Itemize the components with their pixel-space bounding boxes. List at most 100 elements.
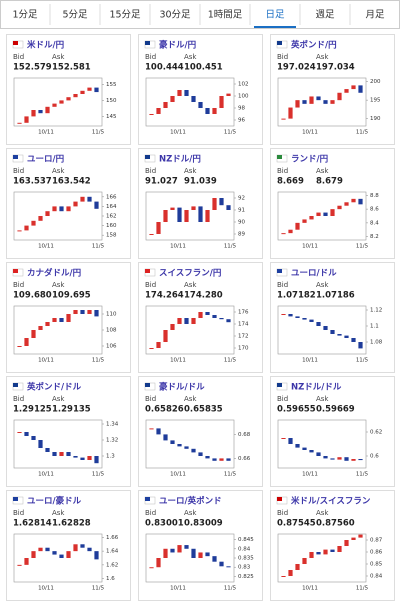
x-label: 11/5 <box>224 130 237 136</box>
bid-value: 152.579 <box>13 63 52 73</box>
x-label: 10/11 <box>302 472 318 478</box>
chart-frame <box>13 419 103 469</box>
y-tick-label: 8.4 <box>370 220 379 226</box>
candle <box>87 310 92 314</box>
pair-title[interactable]: ユーロ/豪ドル <box>27 496 82 507</box>
candle <box>163 548 168 558</box>
candle <box>351 85 356 90</box>
ask-value: 91.039 <box>184 177 217 187</box>
ask-label: Ask <box>52 281 65 289</box>
candle <box>295 444 300 448</box>
ask-value: 8.679 <box>316 177 343 187</box>
candle <box>295 316 300 318</box>
y-tick-label: 100 <box>238 94 249 100</box>
candle <box>45 106 50 114</box>
candle <box>31 110 36 117</box>
candle <box>17 122 22 124</box>
ask-label: Ask <box>316 281 329 289</box>
bid-value: 109.680 <box>13 291 52 301</box>
candle <box>94 87 99 93</box>
candle <box>226 566 231 568</box>
candle <box>351 338 356 342</box>
candle <box>31 551 36 558</box>
candle <box>149 428 154 430</box>
ask-value: 197.034 <box>316 63 355 73</box>
x-label: 10/11 <box>170 244 186 250</box>
candle <box>87 547 92 552</box>
pair-title[interactable]: カナダドル/円 <box>27 268 81 279</box>
pair-title[interactable]: ユーロ/円 <box>27 155 64 165</box>
y-tick-label: 96 <box>238 118 245 124</box>
candle <box>344 335 349 338</box>
y-tick-label: 150 <box>106 98 117 104</box>
y-tick-label: 0.68 <box>238 432 251 438</box>
y-tick-label: 160 <box>106 223 117 229</box>
candle <box>330 330 335 334</box>
candle <box>281 576 286 577</box>
y-tick-label: 0.66 <box>238 456 251 462</box>
candle <box>212 315 217 318</box>
ask-value: 0.87560 <box>316 519 355 529</box>
y-tick-label: 0.62 <box>370 430 382 436</box>
tab[interactable]: 5分足 <box>62 10 88 21</box>
y-tick-label: 1.66 <box>106 535 119 541</box>
pair-title[interactable]: ユーロ/英ポンド <box>159 496 222 507</box>
pair-title[interactable]: 米ドル/スイスフラン <box>291 496 371 507</box>
tab[interactable]: 週足 <box>315 9 335 21</box>
bid-value: 1.07182 <box>277 291 316 301</box>
candle <box>358 198 363 205</box>
pair-title[interactable]: ランド/円 <box>291 155 328 165</box>
y-tick-label: 1.08 <box>370 340 383 346</box>
candle <box>281 314 286 315</box>
candle <box>219 96 224 108</box>
candle <box>156 222 161 234</box>
candle <box>226 319 231 323</box>
candle <box>87 87 92 91</box>
y-tick-label: 166 <box>106 194 117 200</box>
x-label: 10/11 <box>170 472 186 478</box>
candle <box>323 456 328 459</box>
candle <box>358 534 363 538</box>
chart-frame <box>277 533 367 583</box>
candle <box>59 206 64 212</box>
pair-title[interactable]: 英ポンド/円 <box>290 40 337 51</box>
bid-label: Bid <box>13 167 24 175</box>
pair-title[interactable]: 豪ドル/ドル <box>159 382 205 393</box>
candle <box>337 457 342 460</box>
pair-title[interactable]: NZドル/円 <box>159 155 201 165</box>
candle <box>177 444 182 447</box>
candle <box>184 318 189 324</box>
y-tick-label: 1.32 <box>106 438 118 444</box>
candle <box>177 207 182 222</box>
candle <box>323 100 328 104</box>
pair-title[interactable]: 豪ドル/円 <box>159 40 196 51</box>
candle <box>281 118 286 120</box>
tab[interactable]: 1時間足 <box>208 10 243 21</box>
candle <box>73 310 78 314</box>
candle <box>184 545 189 549</box>
tab[interactable]: 日足 <box>265 10 285 21</box>
pair-title[interactable]: NZドル/ドル <box>291 383 342 393</box>
candle <box>94 201 99 209</box>
pair-title[interactable]: ユーロ/ドル <box>291 269 337 279</box>
candle <box>156 428 161 435</box>
candle <box>24 432 29 436</box>
pair-title[interactable]: スイスフラン/円 <box>159 269 221 279</box>
candle <box>170 548 175 553</box>
tab[interactable]: 30分足 <box>159 10 191 21</box>
tab[interactable]: 1分足 <box>12 10 38 21</box>
candle <box>149 567 154 569</box>
tab[interactable]: 15分足 <box>109 10 141 21</box>
pair-title[interactable]: 米ドル/円 <box>27 40 64 51</box>
tab[interactable]: 月足 <box>365 10 385 21</box>
candle <box>87 196 92 202</box>
candle <box>94 310 99 317</box>
bid-value: 163.537 <box>13 177 52 187</box>
y-tick-label: 145 <box>106 114 117 120</box>
bid-label: Bid <box>13 53 24 61</box>
candle <box>226 458 231 461</box>
y-tick-label: 158 <box>106 233 117 239</box>
pair-title[interactable]: 英ポンド/ドル <box>26 382 82 393</box>
candle <box>212 108 217 114</box>
